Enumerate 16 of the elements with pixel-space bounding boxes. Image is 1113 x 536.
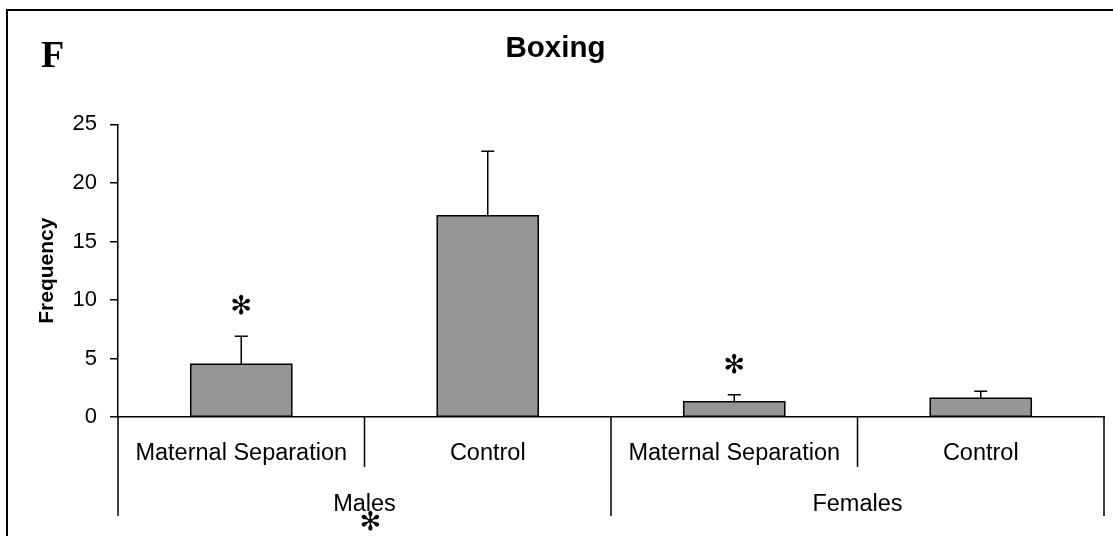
y-tick-label: 25: [72, 110, 97, 136]
text: F: [41, 33, 65, 75]
y-tick-label: 10: [72, 286, 97, 312]
x-tick-label: Maternal Separation: [135, 438, 348, 465]
text: Females: [812, 490, 903, 516]
annotation: ✻: [723, 348, 746, 379]
y-tick-label: 5: [84, 344, 97, 370]
y-tick-label: 0: [84, 403, 97, 429]
y-axis-title: Frequency: [34, 217, 58, 324]
chart-title: Boxing: [505, 29, 606, 63]
y-tick-label: 20: [72, 168, 97, 194]
x-tick-label: Control: [942, 438, 1019, 465]
x-tick-label: Control: [449, 438, 526, 465]
x-tick-label: Maternal Separation: [628, 438, 841, 465]
annotation: ✻: [230, 289, 253, 320]
y-tick-label: 15: [72, 227, 97, 253]
